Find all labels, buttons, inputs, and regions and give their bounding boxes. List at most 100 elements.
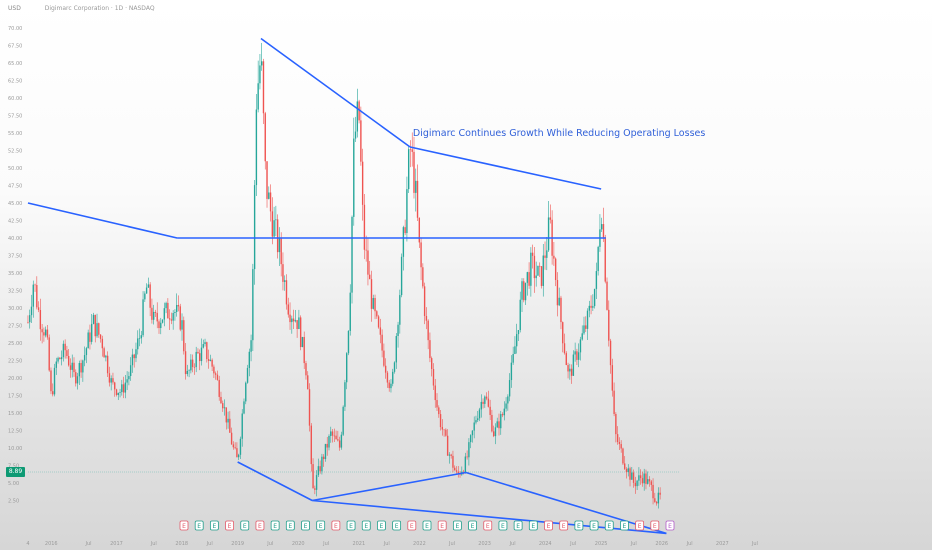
earnings-event-marker[interactable]: E: [498, 520, 508, 531]
y-tick-label: 2.50: [8, 499, 19, 505]
earnings-event-marker[interactable]: E: [285, 520, 295, 531]
earnings-event-marker[interactable]: E: [528, 520, 538, 531]
earnings-event-marker[interactable]: E: [255, 520, 265, 531]
candle-body: [638, 475, 640, 481]
candle-body: [230, 432, 233, 445]
earnings-event-marker[interactable]: E: [194, 520, 204, 531]
candle-body: [395, 336, 397, 363]
earnings-event-marker[interactable]: E: [316, 520, 326, 531]
event-label: E: [562, 523, 566, 530]
earnings-event-marker[interactable]: E: [513, 520, 523, 531]
candle-body: [161, 319, 164, 323]
earnings-event-marker[interactable]: E: [483, 520, 493, 531]
trendlines[interactable]: [27, 37, 667, 535]
earnings-event-marker[interactable]: E: [665, 520, 675, 531]
event-badge: [301, 520, 310, 531]
event-badge: [574, 520, 584, 531]
earnings-event-marker[interactable]: E: [346, 520, 356, 531]
candle-body: [294, 320, 297, 322]
candle-body: [632, 472, 635, 483]
candle-body: [581, 333, 583, 340]
candle-body: [586, 310, 589, 329]
candle-body: [190, 359, 192, 371]
candle-body: [643, 473, 645, 484]
candle-body: [179, 306, 181, 330]
candle-body: [648, 479, 651, 482]
earnings-event-marker[interactable]: E: [620, 520, 629, 531]
earnings-event-marker[interactable]: E: [361, 520, 371, 531]
candle-body: [248, 351, 251, 368]
candle-body: [137, 338, 139, 350]
earnings-event-marker[interactable]: E: [407, 520, 417, 531]
earnings-event-marker[interactable]: E: [468, 520, 477, 531]
candle-body: [446, 435, 449, 456]
event-badge: [240, 520, 250, 531]
candle-body: [361, 161, 364, 205]
candle-body: [209, 359, 212, 361]
earnings-event-marker[interactable]: E: [377, 520, 386, 531]
earnings-event-marker[interactable]: E: [544, 520, 553, 531]
earnings-event-marker[interactable]: E: [240, 520, 250, 531]
y-axis: 2.50 5.00 7.50 10.00 12.50 15.00 17.50 20.00 22.…: [8, 26, 22, 505]
earnings-event-marker[interactable]: E: [209, 520, 219, 531]
candle-body: [517, 330, 520, 335]
x-tick-label: 2022: [413, 541, 426, 547]
candle-body: [66, 350, 68, 357]
earnings-event-marker[interactable]: E: [331, 520, 341, 531]
event-badge: [559, 520, 569, 531]
earnings-event-marker[interactable]: E: [589, 520, 599, 531]
candle-body: [423, 286, 426, 316]
candlestick-series: [27, 42, 661, 509]
earnings-event-marker[interactable]: E: [422, 520, 432, 531]
candle-body: [358, 101, 360, 121]
candle-body: [195, 351, 197, 368]
earnings-event-marker[interactable]: E: [452, 520, 462, 531]
event-badge: [604, 520, 614, 531]
candle-body: [443, 429, 445, 431]
trendline[interactable]: [260, 37, 411, 148]
candle-body: [67, 356, 70, 366]
candle-body: [310, 425, 312, 465]
candle-body: [193, 366, 196, 368]
earnings-event-marker[interactable]: E: [225, 520, 234, 531]
earnings-event-marker[interactable]: E: [574, 520, 584, 531]
trendline[interactable]: [465, 471, 667, 535]
candle-body: [301, 336, 304, 348]
candle-body: [170, 319, 173, 321]
candle-body: [402, 227, 405, 257]
candle-body: [44, 329, 47, 336]
earnings-event-marker[interactable]: E: [179, 520, 189, 531]
earnings-event-marker[interactable]: E: [650, 520, 660, 531]
candle-body: [48, 337, 50, 371]
event-label: E: [258, 523, 262, 530]
x-tick-label: Jul: [206, 541, 213, 547]
candle-body: [462, 471, 465, 473]
candle-body: [262, 61, 265, 114]
earnings-event-marker[interactable]: E: [392, 520, 402, 531]
y-tick-label: 7.50: [8, 464, 19, 470]
earnings-event-marker[interactable]: E: [559, 520, 569, 531]
candle-body: [135, 349, 137, 359]
earnings-event-marker[interactable]: E: [604, 520, 614, 531]
candle-body: [324, 443, 327, 460]
candle-body: [303, 336, 305, 364]
trendline[interactable]: [409, 146, 602, 190]
candle-body: [600, 224, 603, 230]
candle-body: [78, 362, 81, 377]
earnings-event-marker[interactable]: E: [635, 520, 645, 531]
event-badge: [452, 520, 462, 531]
candle-body: [620, 444, 622, 449]
earnings-event-marker[interactable]: E: [437, 520, 447, 531]
candle-body: [369, 274, 371, 280]
candle-body: [388, 382, 390, 389]
x-tick-label: Jul: [751, 541, 758, 547]
trendline[interactable]: [27, 202, 178, 239]
earnings-event-marker[interactable]: E: [270, 520, 280, 531]
trendline[interactable]: [312, 471, 467, 502]
candle-body: [298, 317, 300, 330]
earnings-event-marker[interactable]: E: [301, 520, 310, 531]
trendline[interactable]: [237, 461, 313, 502]
event-badge: [270, 520, 280, 531]
